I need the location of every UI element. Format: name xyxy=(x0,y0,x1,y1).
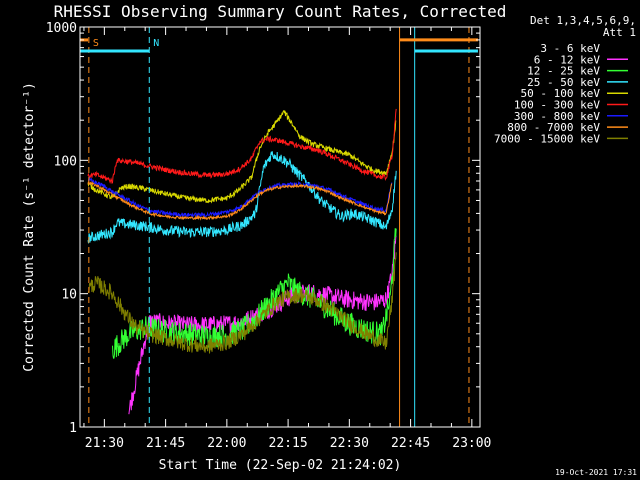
series-line-5 xyxy=(87,108,397,184)
x-tick-label: 22:15 xyxy=(269,436,308,451)
legend-label-3: 25 - 50 keV xyxy=(527,76,600,89)
legend-label-6: 300 - 800 keV xyxy=(514,110,600,123)
y-tick-label: 1 xyxy=(69,421,77,436)
chart-title: RHESSI Observing Summary Count Rates, Co… xyxy=(54,2,507,21)
legend-label-5: 100 - 300 keV xyxy=(514,99,600,112)
x-tick-label: 21:45 xyxy=(146,436,185,451)
legend-header: Det 1,3,4,5,6,9, xyxy=(530,14,636,27)
legend-label-4: 50 - 100 keV xyxy=(521,87,601,100)
legend-label-2: 12 - 25 keV xyxy=(527,65,600,78)
series-line-3 xyxy=(87,151,397,244)
plot-area: S N 21:30 21:45 22:00 22:15 22:30 22:45 23:00 1 10… xyxy=(46,21,492,451)
legend-label-1: 6 - 12 keV xyxy=(534,53,601,66)
y-tick-label: 10 xyxy=(61,288,77,303)
series-line-6 xyxy=(88,176,393,219)
y-axis-label: Corrected Count Rate (s⁻¹ detector⁻¹) xyxy=(22,82,37,372)
x-tick-label: 21:30 xyxy=(85,436,124,451)
y-tick-label: 100 xyxy=(54,154,77,169)
plot-frame xyxy=(79,26,481,428)
y-tick-label: 1000 xyxy=(46,21,77,36)
legend-label-0: 3 - 6 keV xyxy=(540,42,600,55)
series-line-4 xyxy=(87,110,397,204)
marker-label-1: N xyxy=(153,38,159,49)
legend-label-7: 800 - 7000 keV xyxy=(507,121,600,134)
legend-label-8: 7000 - 15000 keV xyxy=(494,132,600,145)
series-line-8 xyxy=(87,252,397,354)
x-axis-label: Start Time (22-Sep-02 21:24:02) xyxy=(159,458,402,473)
x-tick-label: 22:00 xyxy=(207,436,246,451)
legend-header: Att 1 xyxy=(603,26,636,39)
x-tick-label: 22:30 xyxy=(330,436,369,451)
series-line-7 xyxy=(87,180,393,221)
x-tick-label: 23:00 xyxy=(452,436,491,451)
marker-label-0: S xyxy=(93,38,99,49)
timestamp: 19-Oct-2021 17:31 xyxy=(555,468,637,477)
x-tick-label: 22:45 xyxy=(391,436,430,451)
